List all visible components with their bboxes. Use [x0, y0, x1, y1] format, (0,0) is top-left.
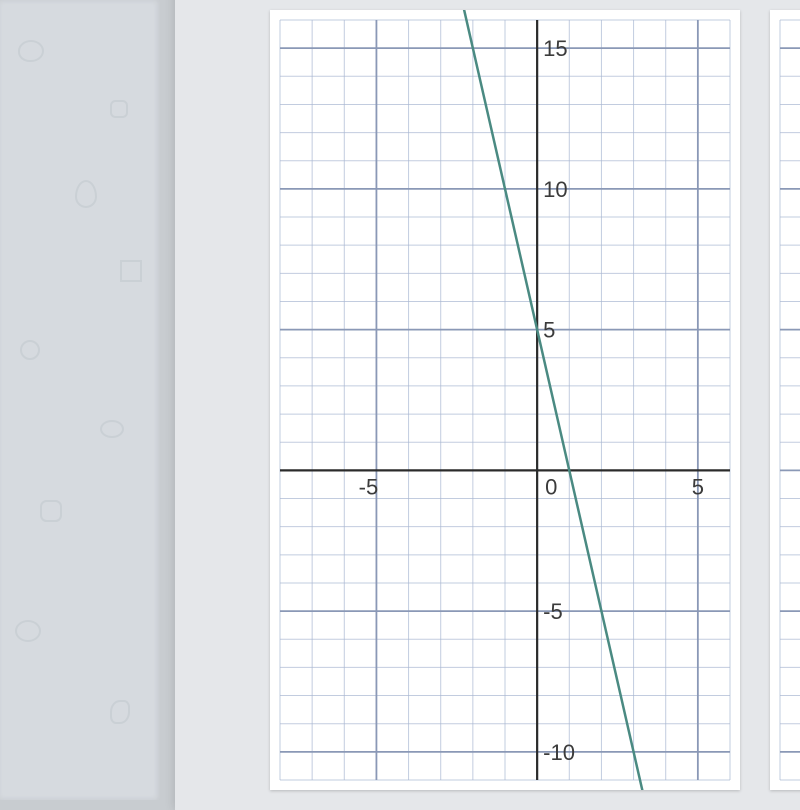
- doodle-shape: [40, 500, 62, 522]
- y-tick-n5: -5: [543, 599, 563, 624]
- x-tick-5: 5: [692, 474, 704, 499]
- doodle-shape: [18, 40, 44, 62]
- y-tick-n10: -10: [543, 740, 575, 765]
- x-tick-n5: -5: [359, 474, 379, 499]
- doodle-shape: [20, 340, 40, 360]
- second-chart-svg: [770, 10, 800, 790]
- left-sidebar: [0, 0, 160, 800]
- origin-label: 0: [545, 474, 557, 499]
- screenshot-stage: 15 10 5 0 -5 -10 -5 5: [0, 0, 800, 800]
- doodle-shape: [100, 420, 124, 438]
- doodle-shape: [110, 700, 130, 724]
- doodle-shape: [110, 100, 128, 118]
- doodle-shape: [120, 260, 142, 282]
- y-tick-10: 10: [543, 177, 567, 202]
- second-chart-partial: [770, 10, 800, 790]
- y-tick-15: 15: [543, 36, 567, 61]
- doodle-shape: [15, 620, 41, 642]
- main-chart-svg: 15 10 5 0 -5 -10 -5 5: [270, 10, 740, 790]
- main-chart: 15 10 5 0 -5 -10 -5 5: [270, 10, 740, 790]
- y-tick-5: 5: [543, 318, 555, 343]
- doodle-shape: [75, 180, 97, 208]
